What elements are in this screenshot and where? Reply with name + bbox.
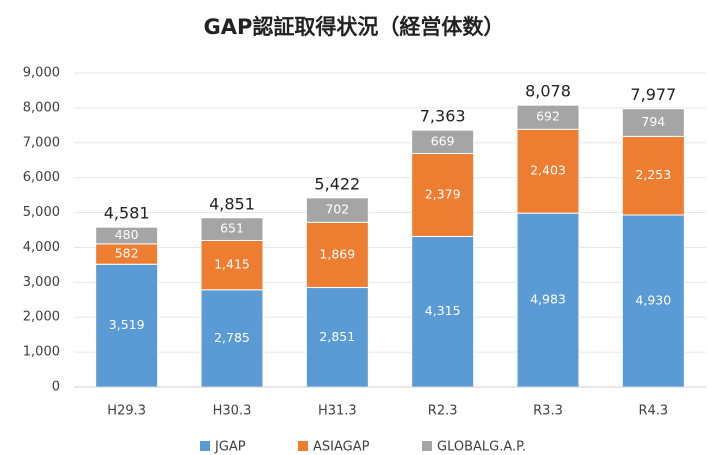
data-label: 4,930	[635, 292, 671, 307]
data-label: 1,869	[319, 246, 355, 261]
data-label: 2,851	[319, 329, 355, 344]
x-tick-label: H31.3	[318, 404, 357, 419]
legend-swatch	[422, 441, 432, 451]
y-tick-label: 1,000	[23, 345, 60, 360]
legend-label: ASIAGAP	[313, 440, 370, 455]
data-label: 2,253	[635, 167, 671, 182]
bar-segment	[305, 287, 369, 388]
y-tick-label: 5,000	[23, 205, 60, 220]
total-label: 5,422	[314, 174, 360, 193]
y-tick-label: 2,000	[23, 310, 60, 325]
x-tick-label: H30.3	[213, 404, 252, 419]
legend-swatch	[298, 441, 308, 451]
bar-segment	[621, 135, 685, 216]
bar-segment	[200, 239, 264, 291]
y-tick-label: 8,000	[23, 100, 60, 115]
y-tick-label: 7,000	[23, 135, 60, 150]
y-tick-label: 0	[52, 380, 60, 395]
data-label: 702	[325, 202, 349, 217]
bar-segment	[305, 197, 369, 223]
data-label: 651	[220, 221, 244, 236]
legend-swatch	[200, 441, 210, 451]
data-label: 692	[536, 109, 560, 124]
data-label: 669	[431, 133, 455, 148]
data-label: 1,415	[214, 257, 250, 272]
data-label: 480	[115, 227, 139, 242]
bar-segment	[411, 129, 475, 154]
total-label: 7,363	[420, 107, 466, 126]
bar-segment	[411, 152, 475, 237]
data-label: 2,403	[530, 163, 566, 178]
bar-segment	[516, 104, 580, 130]
x-tick-label: R3.3	[533, 404, 563, 419]
data-label: 4,315	[425, 303, 461, 318]
total-label: 4,851	[209, 194, 255, 213]
y-tick-label: 9,000	[23, 66, 60, 81]
chart-title: GAP認証取得状況（経営体数）	[204, 15, 505, 39]
x-tick-label: H29.3	[107, 404, 146, 419]
data-label: 3,519	[109, 317, 145, 332]
y-tick-label: 6,000	[23, 170, 60, 185]
y-tick-label: 3,000	[23, 275, 60, 290]
total-label: 4,581	[104, 204, 150, 223]
x-tick-label: R4.3	[638, 404, 668, 419]
data-label: 2,785	[214, 330, 250, 345]
bar-segment	[516, 212, 580, 388]
bar-segment	[411, 235, 475, 388]
data-label: 2,379	[425, 186, 461, 201]
legend-label: GLOBALG.A.P.	[437, 440, 526, 455]
legend-label: JGAP	[214, 440, 246, 455]
y-tick-label: 4,000	[23, 240, 60, 255]
bar-segment	[621, 214, 685, 388]
data-label: 4,983	[530, 292, 566, 307]
data-label: 582	[115, 246, 139, 261]
total-label: 7,977	[630, 85, 676, 104]
bar-segment	[621, 108, 685, 137]
total-label: 8,078	[525, 82, 571, 101]
data-label: 794	[641, 114, 665, 129]
bar-segment	[305, 221, 369, 289]
bar-segment	[200, 217, 264, 241]
bar-segment	[95, 226, 159, 245]
x-tick-label: R2.3	[428, 404, 458, 419]
bar-segment	[516, 128, 580, 214]
